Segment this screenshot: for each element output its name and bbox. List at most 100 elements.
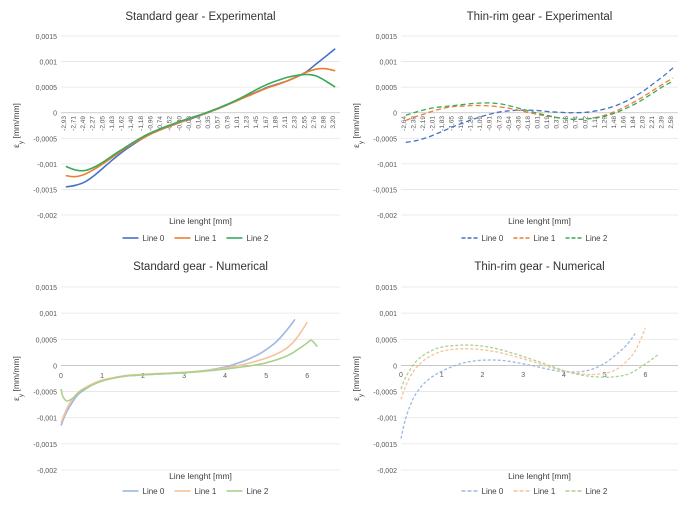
y-tick-label: 0	[53, 363, 57, 370]
x-tick-label: -1,09	[477, 116, 484, 131]
x-axis-label: Line lenght [mm]	[508, 216, 571, 226]
y-tick-label: 0,0005	[36, 337, 58, 344]
legend: Line 0 Line 1 Line 2	[122, 234, 269, 243]
x-tick-label: 0,56	[563, 116, 570, 129]
x-tick-label: 2,98	[321, 116, 328, 129]
x-tick-label: -2,64	[401, 116, 408, 131]
y-axis-label-subscript: y	[358, 140, 365, 144]
x-tick-label: 0,37	[554, 116, 561, 129]
x-tick-label: -0,91	[487, 116, 494, 131]
series-line-line-1	[400, 328, 646, 400]
chart-panel-4: Thin-rim gear - Numerical 0,0015 0,001 0,00…	[351, 261, 678, 496]
x-tick-label: -1,65	[449, 116, 456, 131]
series-line-line-0	[405, 67, 674, 144]
series-line-line-2	[405, 80, 674, 121]
legend: Line 0 Line 1 Line 2	[461, 234, 608, 243]
y-axis-label-units: [mm/mm]	[11, 103, 21, 141]
x-tick-label: 1,29	[601, 116, 608, 129]
y-tick-label: 0,0005	[36, 85, 58, 92]
x-tick-label: 0	[59, 373, 63, 380]
y-axis-label: εy [mm/mm]	[351, 103, 365, 148]
y-tick-label: -0,001	[377, 162, 397, 169]
y-tick-label: 0,0015	[376, 285, 398, 292]
y-tick-label: -0,0015	[33, 442, 57, 449]
y-axis-label-units: [mm/mm]	[11, 356, 21, 394]
legend-label: Line 1	[534, 234, 556, 243]
y-axis-label-subscript: y	[18, 140, 25, 144]
y-axis-label-symbol: ε	[351, 144, 361, 148]
y-axis-label-units: [mm/mm]	[351, 103, 361, 141]
x-tick-label: 2,33	[292, 116, 299, 129]
x-tick-label: 0,92	[582, 116, 589, 129]
x-tick-label: 1	[100, 373, 104, 380]
legend-label: Line 2	[586, 487, 608, 496]
series-line-line-2	[65, 73, 336, 172]
x-tick-label: 2,39	[659, 116, 666, 129]
legend-label: Line 1	[195, 234, 217, 243]
x-tick-label: 2,11	[282, 116, 289, 129]
x-tick-label: -0,18	[525, 116, 532, 131]
y-axis-label-subscript: y	[18, 393, 25, 397]
y-tick-label: 0	[53, 111, 57, 118]
y-axis-label: εy [mm/mm]	[11, 356, 25, 401]
legend-label: Line 2	[247, 234, 269, 243]
x-tick-label: 3	[182, 373, 186, 380]
x-axis-label: Line lenght [mm]	[169, 216, 232, 226]
chart-title: Standard gear - Numerical	[133, 261, 268, 273]
x-tick-label: 5	[603, 372, 607, 379]
legend-label: Line 0	[482, 487, 504, 496]
y-tick-label: -0,001	[37, 416, 57, 423]
x-tick-label: -1,28	[468, 116, 475, 131]
y-axis-label-symbol: ε	[11, 397, 21, 401]
y-tick-label: 0,0015	[36, 34, 58, 41]
x-tick-label: 4	[562, 372, 566, 379]
x-tick-label: 2,21	[649, 116, 656, 129]
chart-title: Thin-rim gear - Numerical	[474, 261, 604, 273]
x-tick-label: 0,57	[215, 116, 222, 129]
y-tick-label: -0,002	[377, 468, 397, 475]
y-tick-label: -0,0005	[33, 390, 57, 397]
y-tick-label: -0,002	[37, 468, 57, 475]
legend: Line 0 Line 1 Line 2	[122, 487, 269, 496]
x-tick-label: 2,58	[668, 116, 675, 129]
x-tick-label: 6	[643, 372, 647, 379]
x-tick-label: -2,05	[99, 116, 106, 131]
y-tick-label: -0,0015	[373, 187, 397, 194]
x-tick-label: 0,35	[205, 116, 212, 129]
x-tick-label: -2,93	[61, 116, 68, 131]
chart-title: Thin-rim gear - Experimental	[467, 11, 613, 23]
x-tick-label: 1,01	[234, 116, 241, 129]
x-tick-label: -0,74	[157, 116, 164, 131]
x-axis-label: Line lenght [mm]	[508, 471, 571, 481]
chart-panel-3: Standard gear - Numerical 0,0015 0,001 0,00…	[11, 261, 340, 496]
series-line-line-2	[400, 344, 658, 390]
chart-title: Standard gear - Experimental	[125, 11, 275, 23]
x-tick-label: 1,89	[272, 116, 279, 129]
x-tick-label: -2,19	[420, 116, 427, 131]
x-tick-label: -2,49	[80, 116, 87, 131]
x-tick-label: 1,11	[592, 116, 599, 129]
y-tick-label: 0,0015	[36, 285, 58, 292]
x-tick-label: 5	[264, 373, 268, 380]
legend: Line 0 Line 1 Line 2	[461, 487, 608, 496]
x-tick-label: 2,76	[311, 116, 318, 129]
x-tick-label: 3	[521, 372, 525, 379]
y-axis-label: εy [mm/mm]	[351, 356, 365, 401]
legend-label: Line 0	[143, 487, 165, 496]
x-tick-label: -0,73	[496, 116, 503, 131]
x-tick-label: -0,36	[515, 116, 522, 131]
x-axis-label: Line lenght [mm]	[169, 471, 232, 481]
x-tick-label: -0,52	[167, 116, 174, 131]
y-tick-label: -0,0015	[33, 187, 57, 194]
x-tick-label: 0,19	[544, 116, 551, 129]
x-tick-label: 1,67	[263, 116, 270, 129]
x-tick-label: -1,83	[439, 116, 446, 131]
x-tick-label: 0,14	[196, 116, 203, 129]
series-line-line-1	[405, 77, 674, 122]
y-axis-label-subscript: y	[358, 393, 365, 397]
x-tick-label: -1,40	[128, 116, 135, 131]
y-tick-label: -0,0005	[373, 136, 397, 143]
x-tick-label: -0,54	[506, 116, 513, 131]
y-tick-label: 0,001	[39, 311, 57, 318]
y-tick-label: 0,0005	[376, 85, 398, 92]
